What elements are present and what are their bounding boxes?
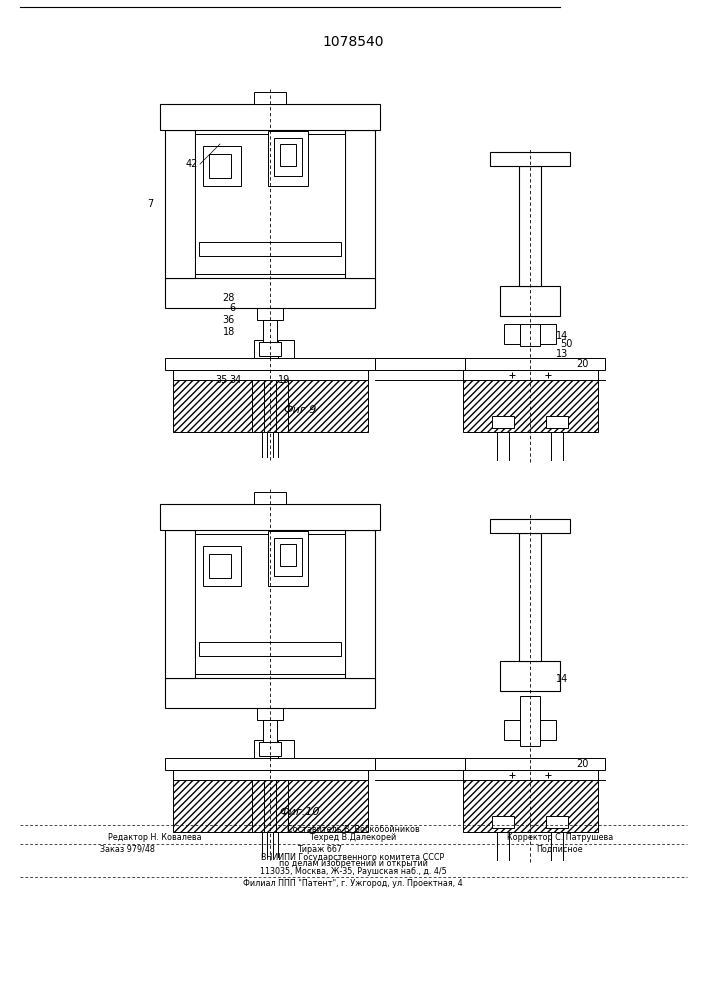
- Bar: [254, 340, 270, 358]
- Text: 20: 20: [576, 759, 588, 769]
- Bar: [462, 780, 597, 832]
- Text: 50: 50: [560, 339, 573, 349]
- Bar: [345, 130, 375, 278]
- Bar: [504, 720, 520, 740]
- Text: 34: 34: [230, 375, 242, 385]
- Bar: [546, 416, 568, 428]
- Bar: [252, 380, 264, 432]
- Bar: [259, 342, 281, 356]
- Bar: [160, 104, 380, 130]
- Text: 113035, Москва, Ж-35, Раушская наб., д. 4/5: 113035, Москва, Ж-35, Раушская наб., д. …: [259, 866, 446, 876]
- Bar: [263, 720, 277, 742]
- Bar: [165, 678, 375, 708]
- Text: Филиал ППП "Патент", г. Ужгород, ул. Проектная, 4: Филиал ППП "Патент", г. Ужгород, ул. Про…: [243, 880, 463, 888]
- Text: 35: 35: [216, 375, 228, 385]
- Text: 7: 7: [147, 199, 153, 209]
- Bar: [274, 538, 302, 576]
- Bar: [209, 154, 231, 178]
- Bar: [195, 134, 345, 274]
- Bar: [520, 324, 540, 346]
- Bar: [500, 661, 560, 691]
- Bar: [209, 554, 231, 578]
- Bar: [254, 492, 286, 504]
- Bar: [278, 340, 294, 358]
- Bar: [462, 380, 597, 432]
- Bar: [199, 242, 341, 256]
- Bar: [519, 166, 541, 286]
- Text: Редактор Н. Ковалева: Редактор Н. Ковалева: [108, 834, 201, 842]
- Bar: [268, 131, 308, 186]
- Bar: [519, 533, 541, 661]
- Bar: [462, 770, 597, 780]
- Bar: [490, 152, 570, 166]
- Bar: [500, 286, 560, 316]
- Text: Фиг.10: Фиг.10: [280, 807, 320, 817]
- Bar: [173, 780, 368, 832]
- Text: 13: 13: [556, 349, 568, 359]
- Bar: [254, 92, 286, 104]
- Text: Техред В.Далекорей: Техред В.Далекорей: [310, 834, 397, 842]
- Bar: [165, 358, 375, 370]
- Bar: [165, 758, 375, 770]
- Bar: [252, 780, 264, 832]
- Text: Фиг.9: Фиг.9: [284, 405, 317, 415]
- Text: 14: 14: [556, 331, 568, 341]
- Bar: [165, 530, 195, 678]
- Bar: [160, 504, 380, 530]
- Bar: [504, 324, 520, 344]
- Text: 1078540: 1078540: [322, 35, 384, 49]
- Bar: [276, 380, 288, 432]
- Bar: [278, 740, 294, 758]
- Text: 18: 18: [223, 327, 235, 337]
- Bar: [492, 816, 514, 828]
- Bar: [540, 720, 556, 740]
- Bar: [259, 742, 281, 756]
- Bar: [165, 278, 375, 308]
- Text: Тираж 667: Тираж 667: [298, 844, 342, 854]
- Bar: [254, 740, 270, 758]
- Text: Заказ 979/48: Заказ 979/48: [100, 844, 155, 854]
- Bar: [165, 130, 195, 278]
- Text: 36: 36: [223, 315, 235, 325]
- Bar: [540, 324, 556, 344]
- Bar: [546, 816, 568, 828]
- Bar: [280, 544, 296, 566]
- Text: Составитель В. Воскобойников: Составитель В. Воскобойников: [286, 826, 419, 834]
- Bar: [455, 358, 605, 370]
- Bar: [257, 708, 283, 720]
- Bar: [455, 758, 605, 770]
- Bar: [195, 534, 345, 674]
- Bar: [276, 780, 288, 832]
- Bar: [173, 770, 368, 780]
- Bar: [199, 642, 341, 656]
- Bar: [203, 546, 241, 586]
- Bar: [274, 138, 302, 176]
- Text: Корректор С. Патрушева: Корректор С. Патрушева: [507, 834, 613, 842]
- Text: 19: 19: [278, 375, 291, 385]
- Bar: [173, 380, 368, 432]
- Bar: [492, 416, 514, 428]
- Bar: [490, 519, 570, 533]
- Bar: [375, 758, 465, 770]
- Text: 20: 20: [576, 359, 588, 369]
- Bar: [257, 308, 283, 320]
- Bar: [462, 370, 597, 380]
- Text: ВНИИПИ Государственного комитета СССР: ВНИИПИ Государственного комитета СССР: [262, 852, 445, 861]
- Bar: [345, 530, 375, 678]
- Bar: [173, 370, 368, 380]
- Bar: [263, 320, 277, 342]
- Text: 6: 6: [229, 303, 235, 313]
- Text: 14: 14: [556, 674, 568, 684]
- Text: по делам изобретений и открытий: по делам изобретений и открытий: [279, 859, 428, 868]
- Bar: [280, 144, 296, 166]
- Bar: [375, 358, 465, 370]
- Text: 28: 28: [223, 293, 235, 303]
- Bar: [203, 146, 241, 186]
- Bar: [268, 531, 308, 586]
- Text: Подписное: Подписное: [537, 844, 583, 854]
- Text: 42: 42: [186, 159, 198, 169]
- Bar: [520, 696, 540, 746]
